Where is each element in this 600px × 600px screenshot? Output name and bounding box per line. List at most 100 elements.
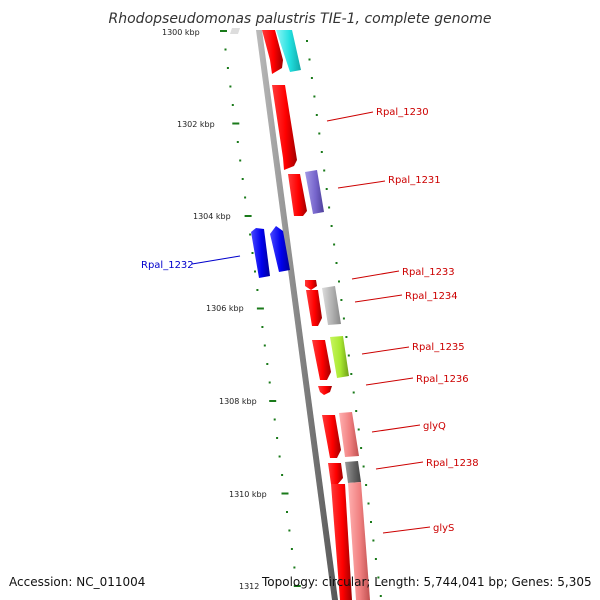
- cds-feature-8[interactable]: [322, 415, 341, 458]
- outer-track-dot: [367, 502, 370, 505]
- genome-backbone: [256, 30, 338, 600]
- leader-rpal-1231: [337, 180, 386, 189]
- cyan-feature[interactable]: [276, 30, 301, 72]
- outer-track-dot: [374, 558, 377, 560]
- outer-track-dot: [345, 336, 348, 338]
- tick-label-1302: 1302 kbp: [177, 120, 215, 129]
- cds-feature-1[interactable]: [262, 30, 283, 74]
- outer-track-dot: [372, 539, 375, 542]
- gene-label-rpal-1235[interactable]: Rpal_1235: [412, 342, 465, 353]
- ruler-tick: [232, 122, 240, 125]
- ruler-tick: [239, 159, 242, 162]
- tick-label-1308: 1308 kbp: [219, 397, 257, 406]
- ruler-tick: [249, 233, 252, 236]
- leader-glys: [382, 526, 431, 534]
- cds-feature-3[interactable]: [288, 174, 307, 216]
- outer-track-dot: [377, 576, 380, 579]
- ruler-tick: [273, 418, 276, 421]
- scale-tick-labels: 1300 kbp 1302 kbp 1304 kbp 1306 kbp 1308…: [162, 28, 267, 591]
- outer-track-dot: [370, 521, 372, 523]
- outer-track-dot: [355, 410, 358, 412]
- outer-track-dot: [313, 95, 316, 98]
- ruler-tick: [286, 511, 288, 513]
- ruler-tick: [229, 85, 232, 88]
- outer-track-dot: [347, 354, 350, 357]
- second-track-features: [276, 30, 370, 600]
- gene-label-rpal-1234[interactable]: Rpal_1234: [405, 291, 458, 302]
- outer-track-dot: [315, 114, 318, 116]
- tick-label-1300: 1300 kbp: [162, 28, 200, 37]
- tick-label-1304: 1304 kbp: [193, 212, 231, 221]
- cds-feature-6[interactable]: [312, 340, 331, 380]
- cds-feature-9[interactable]: [328, 463, 343, 484]
- outer-track-dot: [350, 373, 353, 375]
- gene-label-rpal-1232[interactable]: Rpal_1232: [141, 260, 194, 271]
- ruler-tick: [256, 289, 259, 291]
- ruler-tick: [261, 326, 264, 328]
- outer-track-dot: [360, 447, 363, 449]
- leader-glyq: [371, 424, 421, 433]
- ruler-tick: [256, 307, 264, 310]
- ruler-tick: [268, 381, 271, 384]
- leader-rpal-1234: [354, 294, 403, 303]
- map-title: Rhodopseudomonas palustris TIE-1, comple…: [109, 11, 492, 27]
- outer-track-dot: [308, 58, 311, 61]
- gene-labels: Rpal_1230 Rpal_1231 Rpal_1232 Rpal_1233 …: [141, 107, 479, 534]
- feature-top-remnant: [230, 28, 240, 34]
- ruler-tick: [263, 344, 266, 347]
- outer-track-dot: [318, 132, 321, 135]
- ruler-tick: [251, 252, 254, 254]
- salmon-feature-2[interactable]: [348, 482, 370, 600]
- tick-label-1310: 1310 kbp: [229, 490, 267, 499]
- purple-feature[interactable]: [305, 170, 324, 214]
- cds-feature-2[interactable]: [272, 85, 297, 170]
- gray-feature[interactable]: [322, 286, 341, 325]
- cds-feature-7[interactable]: [318, 386, 332, 395]
- outer-track-dot: [357, 428, 360, 431]
- leader-rpal-1232: [191, 255, 241, 265]
- outer-track-dot: [352, 391, 355, 394]
- tick-label-1312: 1312: [239, 582, 259, 591]
- lime-feature[interactable]: [330, 336, 349, 378]
- gene-label-rpal-1233[interactable]: Rpal_1233: [402, 267, 455, 278]
- ruler-tick: [266, 363, 269, 365]
- blue-feature-2[interactable]: [270, 226, 290, 272]
- ruler-tick: [269, 400, 277, 402]
- scale-ruler: [220, 30, 301, 587]
- tick-label-1306: 1306 kbp: [206, 304, 244, 313]
- ruler-tick: [290, 548, 293, 550]
- forward-strand-features: [262, 30, 352, 600]
- dark-gray-feature[interactable]: [345, 461, 361, 483]
- outer-track-dot: [335, 262, 338, 264]
- outer-track-dot: [379, 595, 382, 597]
- salmon-feature-1[interactable]: [339, 412, 359, 457]
- outer-track-dot: [342, 317, 345, 320]
- cds-feature-4[interactable]: [305, 280, 317, 290]
- outer-track-dot: [338, 280, 340, 283]
- cds-feature-5[interactable]: [306, 290, 322, 326]
- ruler-tick: [244, 215, 252, 217]
- ruler-tick: [241, 178, 244, 180]
- reverse-strand-features: [251, 226, 290, 278]
- gene-label-rpal-1230[interactable]: Rpal_1230: [376, 107, 429, 118]
- gene-label-glys[interactable]: glyS: [433, 523, 454, 534]
- ruler-tick: [288, 529, 291, 532]
- ruler-tick: [278, 455, 281, 458]
- leader-rpal-1236: [365, 377, 414, 386]
- outer-track-dot: [328, 206, 331, 209]
- cds-feature-10[interactable]: [331, 484, 352, 600]
- ruler-tick: [224, 48, 227, 51]
- gene-label-rpal-1231[interactable]: Rpal_1231: [388, 175, 441, 186]
- gene-label-glyq[interactable]: glyQ: [423, 421, 446, 432]
- ruler-tick: [244, 196, 247, 199]
- outer-track-dot: [323, 169, 326, 172]
- gene-label-leaders: [191, 111, 431, 534]
- ruler-tick: [220, 30, 227, 32]
- ruler-tick: [281, 492, 289, 495]
- outer-track-dot: [362, 465, 365, 468]
- blue-feature-1[interactable]: [251, 228, 270, 278]
- gene-label-rpal-1238[interactable]: Rpal_1238: [426, 458, 479, 469]
- gene-label-rpal-1236[interactable]: Rpal_1236: [416, 374, 469, 385]
- ruler-tick: [236, 141, 239, 143]
